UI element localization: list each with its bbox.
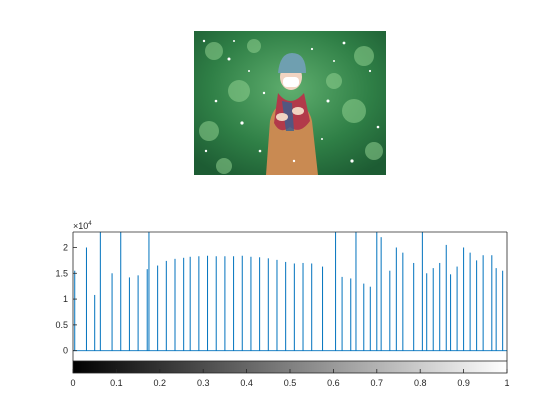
y-tick-label: 1.5	[55, 268, 68, 278]
x-tick-label: 0.5	[284, 378, 297, 388]
y-axis-ticks: 0 0.5 1 1.5 2	[55, 242, 77, 356]
y-tick-label: 1	[63, 294, 68, 304]
x-tick-label: 0.9	[457, 378, 470, 388]
histogram-bars	[73, 232, 507, 352]
y-tick-label: 2	[63, 242, 68, 252]
x-tick-label: 0.8	[414, 378, 427, 388]
plot-axes	[72, 231, 508, 361]
x-tick-label: 0	[70, 378, 75, 388]
x-tick-label: 0.6	[327, 378, 340, 388]
snow-portrait-photo	[194, 31, 386, 175]
x-axis-ticks: 0 0.1 0.2 0.3 0.4 0.5 0.6 0.7 0.8 0.9 1	[70, 369, 510, 388]
x-tick-label: 0.4	[240, 378, 253, 388]
x-tick-label: 0.3	[197, 378, 210, 388]
y-tick-label: 0.5	[55, 320, 68, 330]
x-tick-label: 0.1	[110, 378, 123, 388]
plot-area	[73, 232, 507, 360]
y-exponent-label: ×104	[73, 221, 92, 231]
x-tick-label: 0.2	[154, 378, 167, 388]
x-tick-label: 0.7	[371, 378, 384, 388]
x-tick-label: 1	[504, 378, 509, 388]
y-tick-label: 0	[63, 346, 68, 356]
